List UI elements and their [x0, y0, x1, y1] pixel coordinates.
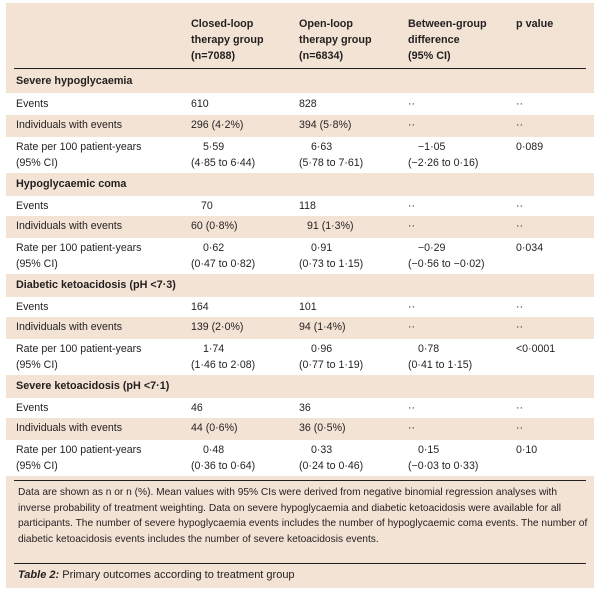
caption-label: Table 2: — [18, 569, 60, 581]
table-caption: Table 2: Primary outcomes according to t… — [18, 568, 295, 582]
table-bottom-rule — [14, 480, 586, 481]
table-row: Events 164 101 ·· ·· — [6, 297, 594, 317]
header-closed-loop: Closed-loop therapy group (n=7088) — [191, 18, 264, 62]
table-row: Events 610 828 ·· ·· — [6, 93, 594, 115]
table-row: Rate per 100 patient-years (95% CI) 1·74… — [6, 339, 594, 375]
caption-rule — [14, 563, 586, 564]
table-row: Rate per 100 patient-years (95% CI) 0·48… — [6, 440, 594, 476]
table-row: Rate per 100 patient-years (95% CI) 0·62… — [6, 238, 594, 274]
header-between-group-difference: Between-group difference (95% CI) — [408, 18, 487, 62]
table-row: Events 46 36 ·· ·· — [6, 398, 594, 418]
header-rule — [14, 68, 586, 69]
table-footnote: Data are shown as n or n (%). Mean value… — [18, 487, 588, 545]
table-row: Rate per 100 patient-years (95% CI) 5·59… — [6, 137, 594, 173]
table-row: Events 70 118 ·· ·· — [6, 196, 594, 216]
header-open-loop: Open-loop therapy group (n=6834) — [299, 18, 372, 62]
caption-text: Primary outcomes according to treatment … — [59, 569, 295, 581]
header-p-value: p value — [516, 18, 554, 30]
